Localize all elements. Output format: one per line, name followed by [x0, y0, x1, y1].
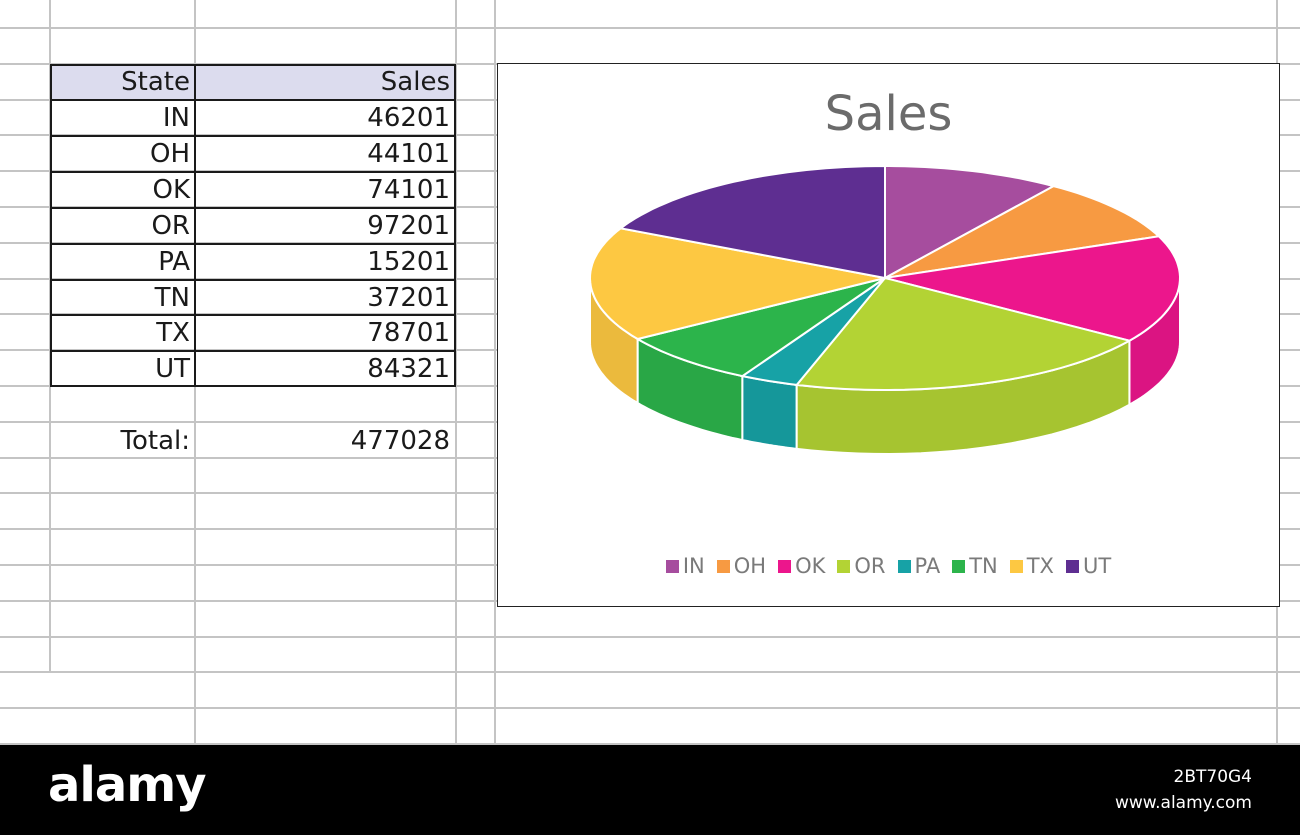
legend-label: OH — [733, 554, 767, 578]
table-row-divider — [50, 99, 456, 101]
legend-swatch — [665, 559, 679, 573]
table-row-divider — [50, 171, 456, 173]
cell-sales[interactable]: 97201 — [367, 211, 450, 241]
pie-slice-pa[interactable] — [739, 277, 886, 386]
legend-item: TN — [952, 554, 998, 578]
site-url: www.alamy.com — [1114, 793, 1252, 813]
table-row-divider — [50, 279, 456, 281]
header-sales[interactable]: Sales — [196, 64, 456, 100]
total-value[interactable]: 477028 — [350, 426, 450, 456]
legend-item: OH — [716, 554, 767, 578]
legend-label: PA — [914, 554, 941, 578]
chart-area[interactable]: Sales IN OH OK OR PA TN TX UT — [497, 63, 1280, 607]
cell-sales[interactable]: 78701 — [367, 318, 450, 348]
cell-sales[interactable]: 84321 — [367, 354, 450, 384]
cell-state[interactable]: OK — [152, 175, 190, 205]
cell-state[interactable]: OH — [149, 139, 190, 169]
cell-state[interactable]: TX — [156, 318, 190, 348]
legend-label: UT — [1082, 554, 1112, 578]
table-row-divider — [50, 243, 456, 245]
chart-legend: IN OH OK OR PA TN TX UT — [498, 554, 1279, 578]
pie-slice-tx[interactable] — [588, 227, 886, 341]
legend-item: PA — [897, 554, 941, 578]
cell-state[interactable]: OR — [151, 211, 190, 241]
cell-sales[interactable]: 15201 — [367, 247, 450, 277]
pie-slice-in[interactable] — [884, 164, 1057, 280]
footer-bar: alamy 2BT70G4 www.alamy.com — [0, 745, 1300, 835]
pie-slice-or[interactable] — [794, 276, 1133, 392]
legend-swatch — [897, 559, 911, 573]
cell-state[interactable]: IN — [162, 103, 190, 133]
legend-swatch — [716, 559, 730, 573]
cell-sales[interactable]: 74101 — [367, 175, 450, 205]
pie-side-pa[interactable] — [741, 374, 798, 451]
legend-label: TX — [1026, 554, 1054, 578]
cell-sales[interactable]: 37201 — [367, 283, 450, 313]
legend-label: OK — [795, 554, 826, 578]
table-row-divider — [50, 135, 456, 137]
header-state[interactable]: State — [50, 64, 196, 100]
table-row-divider — [50, 314, 456, 316]
image-id: 2BT70G4 — [1173, 767, 1252, 787]
brand-logo: alamy — [48, 757, 207, 813]
cell-state[interactable]: UT — [155, 354, 190, 384]
total-label[interactable]: Total: — [120, 426, 190, 456]
legend-swatch — [778, 559, 792, 573]
table-row-divider — [50, 350, 456, 352]
legend-swatch — [1065, 559, 1079, 573]
legend-swatch — [952, 559, 966, 573]
pie-slice-tn[interactable] — [635, 277, 886, 378]
legend-label: TN — [969, 554, 998, 578]
pie-slice-ut[interactable] — [618, 164, 886, 280]
legend-item: TX — [1009, 554, 1054, 578]
cell-sales[interactable]: 44101 — [367, 139, 450, 169]
cell-state[interactable]: PA — [158, 247, 190, 277]
legend-swatch — [837, 559, 851, 573]
legend-item: OR — [837, 554, 886, 578]
legend-label: OR — [854, 554, 886, 578]
table-column-divider — [194, 64, 196, 387]
pie-slice-ok[interactable] — [884, 235, 1182, 342]
cell-state[interactable]: TN — [154, 283, 190, 313]
legend-swatch — [1009, 559, 1023, 573]
legend-label: IN — [682, 554, 705, 578]
legend-item: IN — [665, 554, 705, 578]
pie-chart[interactable] — [498, 64, 1281, 534]
table-row-divider — [50, 207, 456, 209]
pie-slice-oh[interactable] — [884, 185, 1162, 279]
cell-sales[interactable]: 46201 — [367, 103, 450, 133]
legend-item: UT — [1065, 554, 1112, 578]
legend-item: OK — [778, 554, 825, 578]
chart-title: Sales — [824, 86, 953, 142]
